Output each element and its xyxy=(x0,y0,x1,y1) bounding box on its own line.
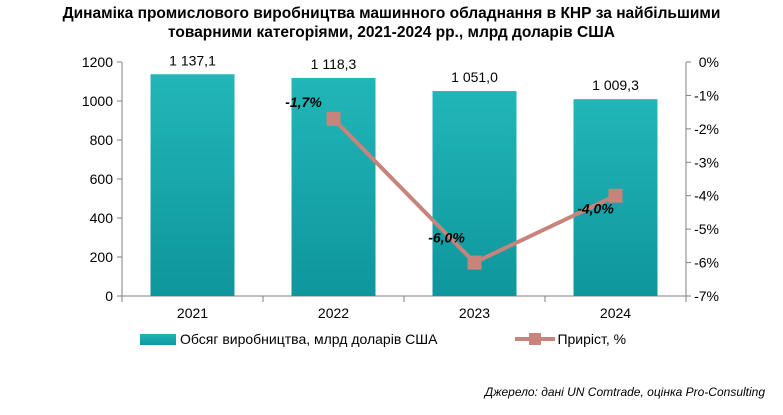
growth-value-label: -4,0% xyxy=(577,201,614,217)
y-left-tick-label: 800 xyxy=(90,132,114,148)
legend: Обсяг виробництва, млрд доларів США Прир… xyxy=(140,328,626,350)
x-tick-label: 2021 xyxy=(177,305,208,321)
growth-marker-2024 xyxy=(608,188,623,203)
chart-title-line-1: Динаміка промислового виробництва машинн… xyxy=(62,5,721,22)
growth-marker-2023 xyxy=(467,255,482,270)
y-right-tick-label: -7% xyxy=(694,288,719,304)
y-right-tick-label: -5% xyxy=(694,221,719,237)
x-tick-label: 2022 xyxy=(318,305,349,321)
y-right-tick-label: -1% xyxy=(694,87,719,103)
y-left-tick-label: 400 xyxy=(90,210,114,226)
y-left-tick-label: 200 xyxy=(90,249,114,265)
legend-item-growth: Приріст, % xyxy=(437,331,626,347)
bar-value-label: 1 118,3 xyxy=(311,56,357,72)
chart-title-line-2: товарними категоріями, 2021-2024 рр., мл… xyxy=(168,24,615,41)
bar-value-label: 1 051,0 xyxy=(451,69,498,85)
growth-value-label: -1,7% xyxy=(285,94,322,110)
y-left-tick-label: 1000 xyxy=(82,93,113,109)
y-right-tick-label: -6% xyxy=(694,255,719,271)
legend-bar-swatch xyxy=(140,333,176,345)
y-right-tick-label: -3% xyxy=(694,154,719,170)
y-right-tick-label: -2% xyxy=(694,121,719,137)
x-tick-label: 2024 xyxy=(600,305,631,321)
legend-label-growth: Приріст, % xyxy=(557,331,627,347)
y-right-tick-label: -4% xyxy=(694,188,719,204)
growth-value-label: -6,0% xyxy=(428,230,465,246)
bar-2022 xyxy=(291,77,376,296)
chart-title: Динаміка промислового виробництва машинн… xyxy=(0,4,783,42)
y-left-tick-label: 1200 xyxy=(82,54,113,70)
x-tick-label: 2023 xyxy=(459,305,490,321)
legend-label-volume: Обсяг виробництва, млрд доларів США xyxy=(180,331,438,347)
growth-marker-2022 xyxy=(326,111,341,126)
source-note: Джерело: дані UN Comtrade, оцінка Pro-Co… xyxy=(484,385,765,399)
y-left-tick-label: 600 xyxy=(90,171,114,187)
legend-line-swatch xyxy=(515,333,556,345)
bar-2021 xyxy=(150,74,235,296)
y-right-tick-label: 0% xyxy=(699,54,719,70)
bar-value-label: 1 009,3 xyxy=(592,77,639,93)
legend-item-volume: Обсяг виробництва, млрд доларів США xyxy=(140,331,437,347)
y-left-tick-label: 0 xyxy=(105,288,113,304)
bar-value-label: 1 137,1 xyxy=(169,52,216,68)
